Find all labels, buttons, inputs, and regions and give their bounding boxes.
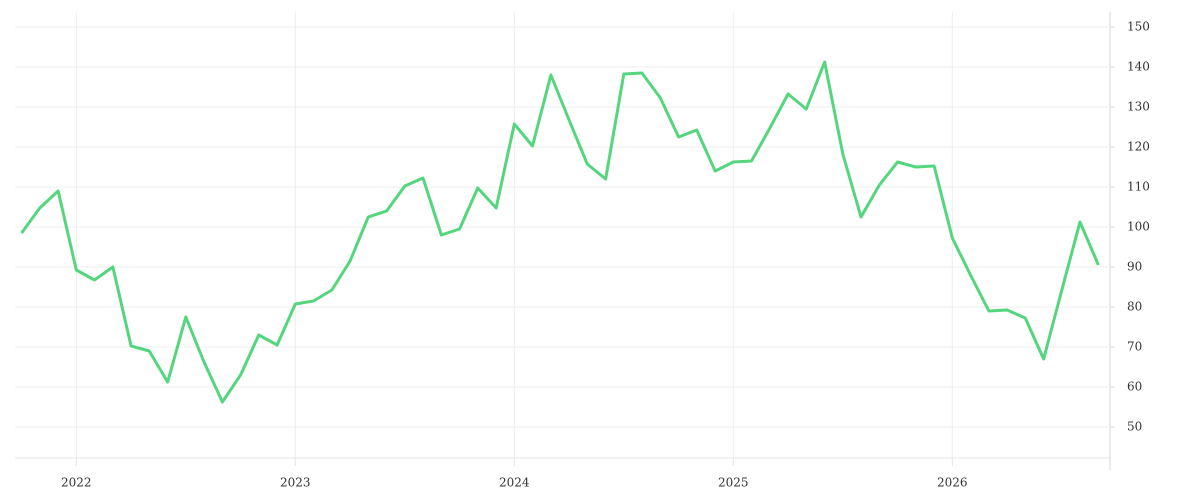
data-line [20, 60, 1100, 404]
y-tick-label: 140 [1127, 60, 1150, 74]
y-tick-label: 110 [1127, 180, 1150, 194]
x-tick-label: 2025 [718, 476, 749, 490]
y-tick-label: 120 [1127, 140, 1150, 154]
y-tick-label: 70 [1127, 340, 1142, 354]
x-tick-label: 2023 [280, 476, 311, 490]
y-tick-label: 100 [1127, 220, 1150, 234]
y-tick-label: 60 [1127, 380, 1142, 394]
y-tick-label: 80 [1127, 300, 1142, 314]
y-tick-label: 130 [1127, 100, 1150, 114]
x-tick-label: 2024 [499, 476, 530, 490]
y-tick-label: 50 [1127, 420, 1142, 434]
y-tick-label: 150 [1127, 20, 1150, 34]
x-tick-label: 2026 [937, 476, 968, 490]
y-tick-label: 90 [1127, 260, 1142, 274]
x-tick-label: 2022 [61, 476, 92, 490]
